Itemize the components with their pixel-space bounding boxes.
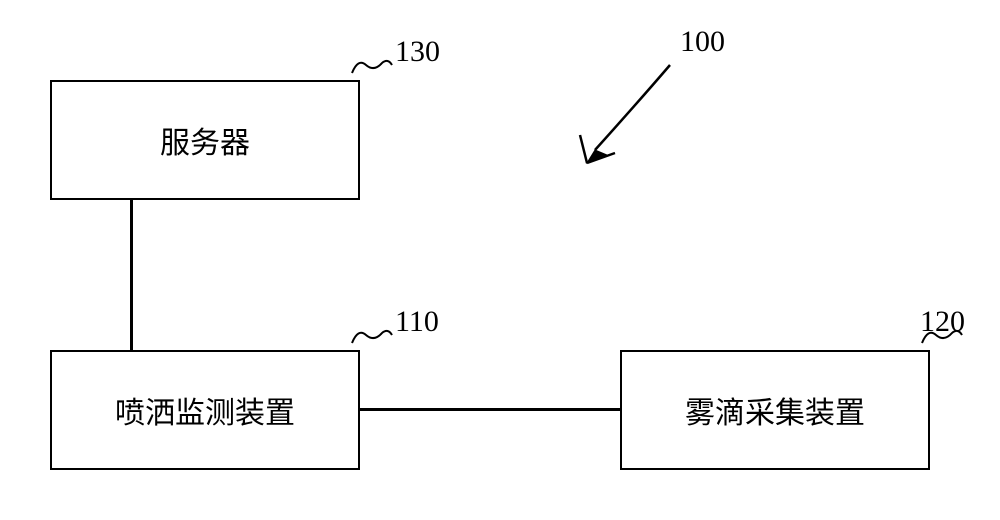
node-droplet-collector-label: 雾滴采集装置 <box>685 388 865 432</box>
ref-120: 120 <box>920 305 965 339</box>
ref-110: 110 <box>395 305 439 339</box>
edge-spray-to-droplet <box>360 408 620 411</box>
node-server: 服务器 <box>50 80 360 200</box>
ref-130: 130 <box>395 35 440 69</box>
squiggle-130 <box>350 55 395 80</box>
node-spray-monitor: 喷洒监测装置 <box>50 350 360 470</box>
ref-100: 100 <box>680 25 725 59</box>
node-spray-monitor-label: 喷洒监测装置 <box>115 388 295 432</box>
edge-server-to-spray <box>130 200 133 350</box>
node-server-label: 服务器 <box>160 118 250 162</box>
node-droplet-collector: 雾滴采集装置 <box>620 350 930 470</box>
arrow-100 <box>565 55 685 170</box>
squiggle-110 <box>350 325 395 350</box>
